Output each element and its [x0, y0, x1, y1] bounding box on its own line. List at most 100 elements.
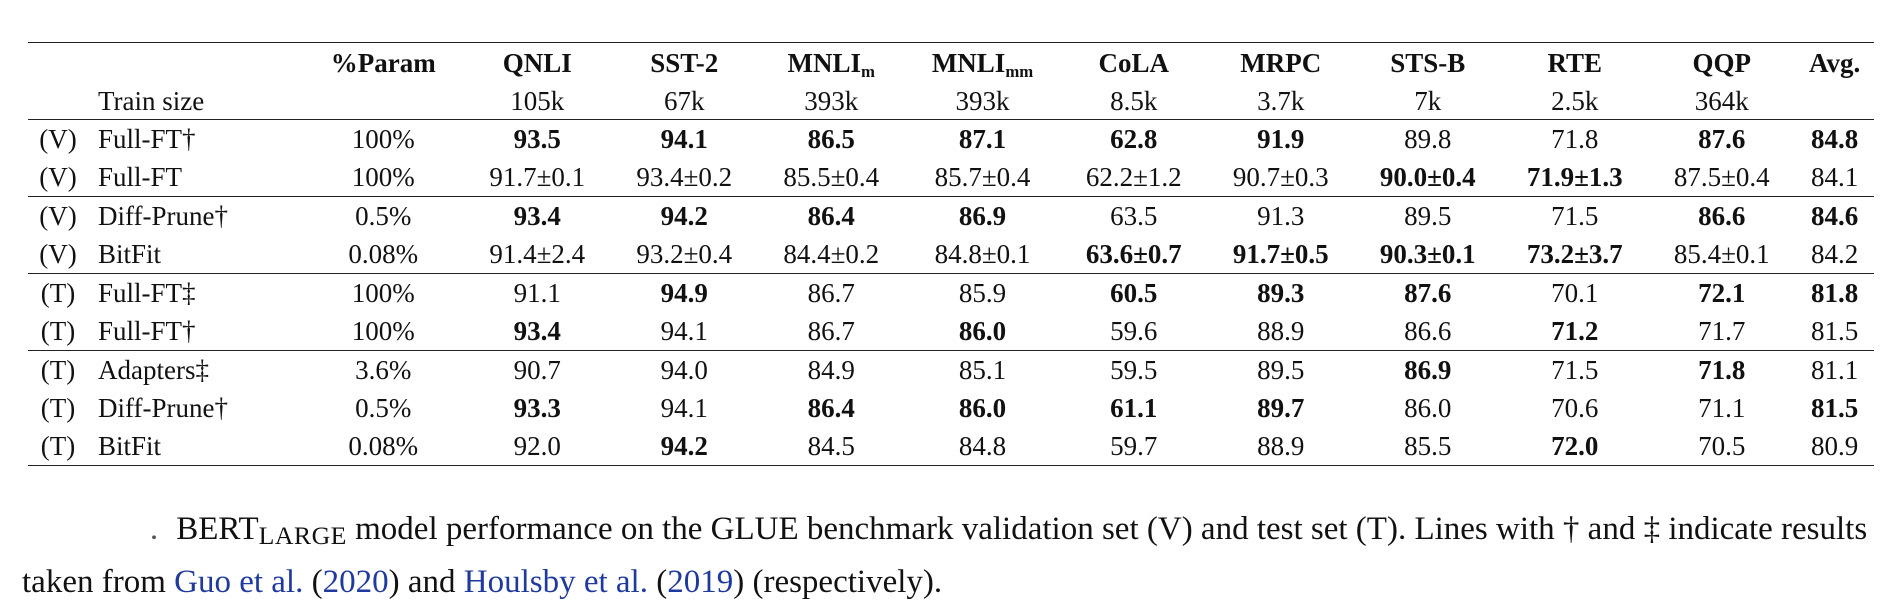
score-cell: 89.5	[1354, 196, 1502, 235]
score-cell: 86.0	[958, 392, 1007, 423]
caption-text-1: model performance on the GLUE benchmark …	[22, 511, 1868, 601]
score-cell: 70.1	[1501, 273, 1649, 312]
train-size-row: Train size 105k 67k 393k 393k 8.5k 3.7k …	[28, 83, 1874, 120]
score-cell: 91.4±2.4	[489, 238, 586, 269]
score-cell: 63.5	[1060, 196, 1208, 235]
caption-text-3: (respectively).	[744, 564, 943, 601]
score-cell: 94.0	[610, 350, 758, 389]
score-cell: 86.6	[1404, 315, 1452, 346]
col-header-avg: Avg.	[1795, 42, 1874, 83]
score-cell: 59.6	[1110, 315, 1158, 346]
model-name-cell: BitFit	[88, 427, 303, 466]
score-cell: 89.7	[1257, 392, 1305, 423]
score-cell: 87.1	[904, 119, 1061, 158]
score-cell: 85.5	[1354, 427, 1502, 466]
model-name-cell: BitFit	[98, 238, 162, 269]
table-caption: . BERTLARGE model performance on the GLU…	[22, 506, 1882, 605]
score-cell: 84.8	[904, 427, 1061, 466]
score-cell: 92.0	[463, 427, 611, 466]
score-cell: 86.6	[1648, 196, 1796, 235]
score-cell: 89.3	[1207, 273, 1355, 312]
score-cell: 90.3±0.1	[1379, 238, 1476, 269]
model-name-cell: Full-FT†	[98, 315, 196, 346]
score-cell: 86.5	[757, 119, 905, 158]
score-cell: 93.2±0.4	[636, 238, 733, 269]
score-cell: 87.6	[1648, 119, 1796, 158]
score-cell: 86.9	[1354, 350, 1502, 389]
table-row: (T) Adapters‡ 3.6% 90.7 94.0 84.9 85.1 59.5 89.5…	[28, 350, 1874, 389]
model-name-cell: Full-FT‡	[88, 273, 303, 312]
score-cell: 84.8±0.1	[934, 238, 1031, 269]
param-cell: 0.08%	[302, 427, 464, 466]
score-cell: 63.6±0.7	[1085, 238, 1182, 269]
train-size-cell: 3.7k	[1257, 85, 1305, 116]
score-cell: 88.9	[1207, 427, 1355, 466]
caption-text-2: and	[399, 564, 464, 601]
table-row: (T) Full-FT† 100% 93.4 94.1 86.7 86.0 59.6 88.9 8…	[28, 312, 1874, 351]
score-cell: 81.1	[1795, 350, 1874, 389]
score-cell: 71.5	[1501, 350, 1649, 389]
param-cell: 100%	[302, 119, 464, 158]
model-name-cell: Diff-Prune†	[98, 392, 228, 423]
score-cell: 94.9	[610, 273, 758, 312]
param-cell: 100%	[351, 161, 415, 192]
score-cell: 93.3	[513, 392, 561, 423]
citation-link-guo[interactable]: Guo et al.	[174, 564, 304, 601]
table-row: (T) Full-FT‡ 100% 91.1 94.9 86.7 85.9 60.5 89.3 8…	[28, 273, 1874, 312]
score-cell: 94.2	[610, 196, 758, 235]
model-header	[88, 42, 303, 83]
train-size-cell: 8.5k	[1110, 85, 1158, 116]
split-cell: (T)	[40, 315, 76, 346]
table-row: (V) Full-FT 100% 91.7±0.1 93.4±0.2 85.5±0.4 85…	[28, 158, 1874, 197]
score-cell: 84.4±0.2	[783, 238, 880, 269]
score-cell: 85.4±0.1	[1673, 238, 1770, 269]
score-cell: 71.7	[1698, 315, 1746, 346]
score-cell: 81.8	[1795, 273, 1874, 312]
col-header-mnli-m: MNLIm	[757, 42, 905, 83]
score-cell: 93.4	[463, 196, 611, 235]
table-body: (V) Full-FT† 100% 93.5 94.1 86.5 87.1 62.8 91.9 8…	[28, 119, 1874, 466]
model-name-cell: Full-FT†	[88, 119, 303, 158]
param-header: %Param	[302, 42, 464, 83]
col-header-mrpc: MRPC	[1207, 42, 1355, 83]
score-cell: 62.2±1.2	[1085, 161, 1182, 192]
split-header	[28, 42, 88, 83]
citation-year-link-guo[interactable]: 2020	[322, 564, 389, 601]
table-row: (T) Diff-Prune† 0.5% 93.3 94.1 86.4 86.0 61.1 89…	[28, 389, 1874, 427]
split-cell: (V)	[39, 238, 77, 269]
score-cell: 71.5	[1501, 196, 1649, 235]
score-cell: 91.9	[1207, 119, 1355, 158]
param-cell: 100%	[351, 315, 415, 346]
score-cell: 86.4	[757, 196, 905, 235]
score-cell: 85.1	[904, 350, 1061, 389]
score-cell: 88.9	[1257, 315, 1305, 346]
score-cell: 86.7	[807, 315, 855, 346]
model-name-cell: Adapters‡	[88, 350, 303, 389]
score-cell: 71.1	[1698, 392, 1746, 423]
train-size-param-cell	[303, 83, 464, 120]
score-cell: 90.0±0.4	[1379, 161, 1476, 192]
split-cell: (T)	[40, 392, 76, 423]
train-size-cell: 105k	[510, 85, 565, 116]
citation-link-houlsby[interactable]: Houlsby et al.	[463, 564, 648, 601]
col-header-mnli-mm: MNLImm	[904, 42, 1061, 83]
score-cell: 91.1	[463, 273, 611, 312]
table-row: (V) BitFit 0.08% 91.4±2.4 93.2±0.4 84.4±0.2 84…	[28, 235, 1874, 274]
score-cell: 71.8	[1648, 350, 1796, 389]
score-cell: 86.0	[958, 315, 1007, 346]
param-cell: 100%	[302, 273, 464, 312]
split-cell: (V)	[28, 119, 88, 158]
train-size-cell: 7k	[1414, 85, 1442, 116]
score-cell: 72.0	[1501, 427, 1649, 466]
train-size-label: Train size	[98, 85, 205, 116]
score-cell: 60.5	[1060, 273, 1208, 312]
score-cell: 84.1	[1811, 161, 1859, 192]
score-cell: 72.1	[1648, 273, 1796, 312]
score-cell: 89.5	[1207, 350, 1355, 389]
citation-year-link-houlsby[interactable]: 2019	[667, 564, 734, 601]
score-cell: 93.4±0.2	[636, 161, 733, 192]
score-cell: 90.7	[463, 350, 611, 389]
score-cell: 94.1	[660, 392, 708, 423]
table-row: (V) Full-FT† 100% 93.5 94.1 86.5 87.1 62.8 91.9 8…	[28, 119, 1874, 158]
